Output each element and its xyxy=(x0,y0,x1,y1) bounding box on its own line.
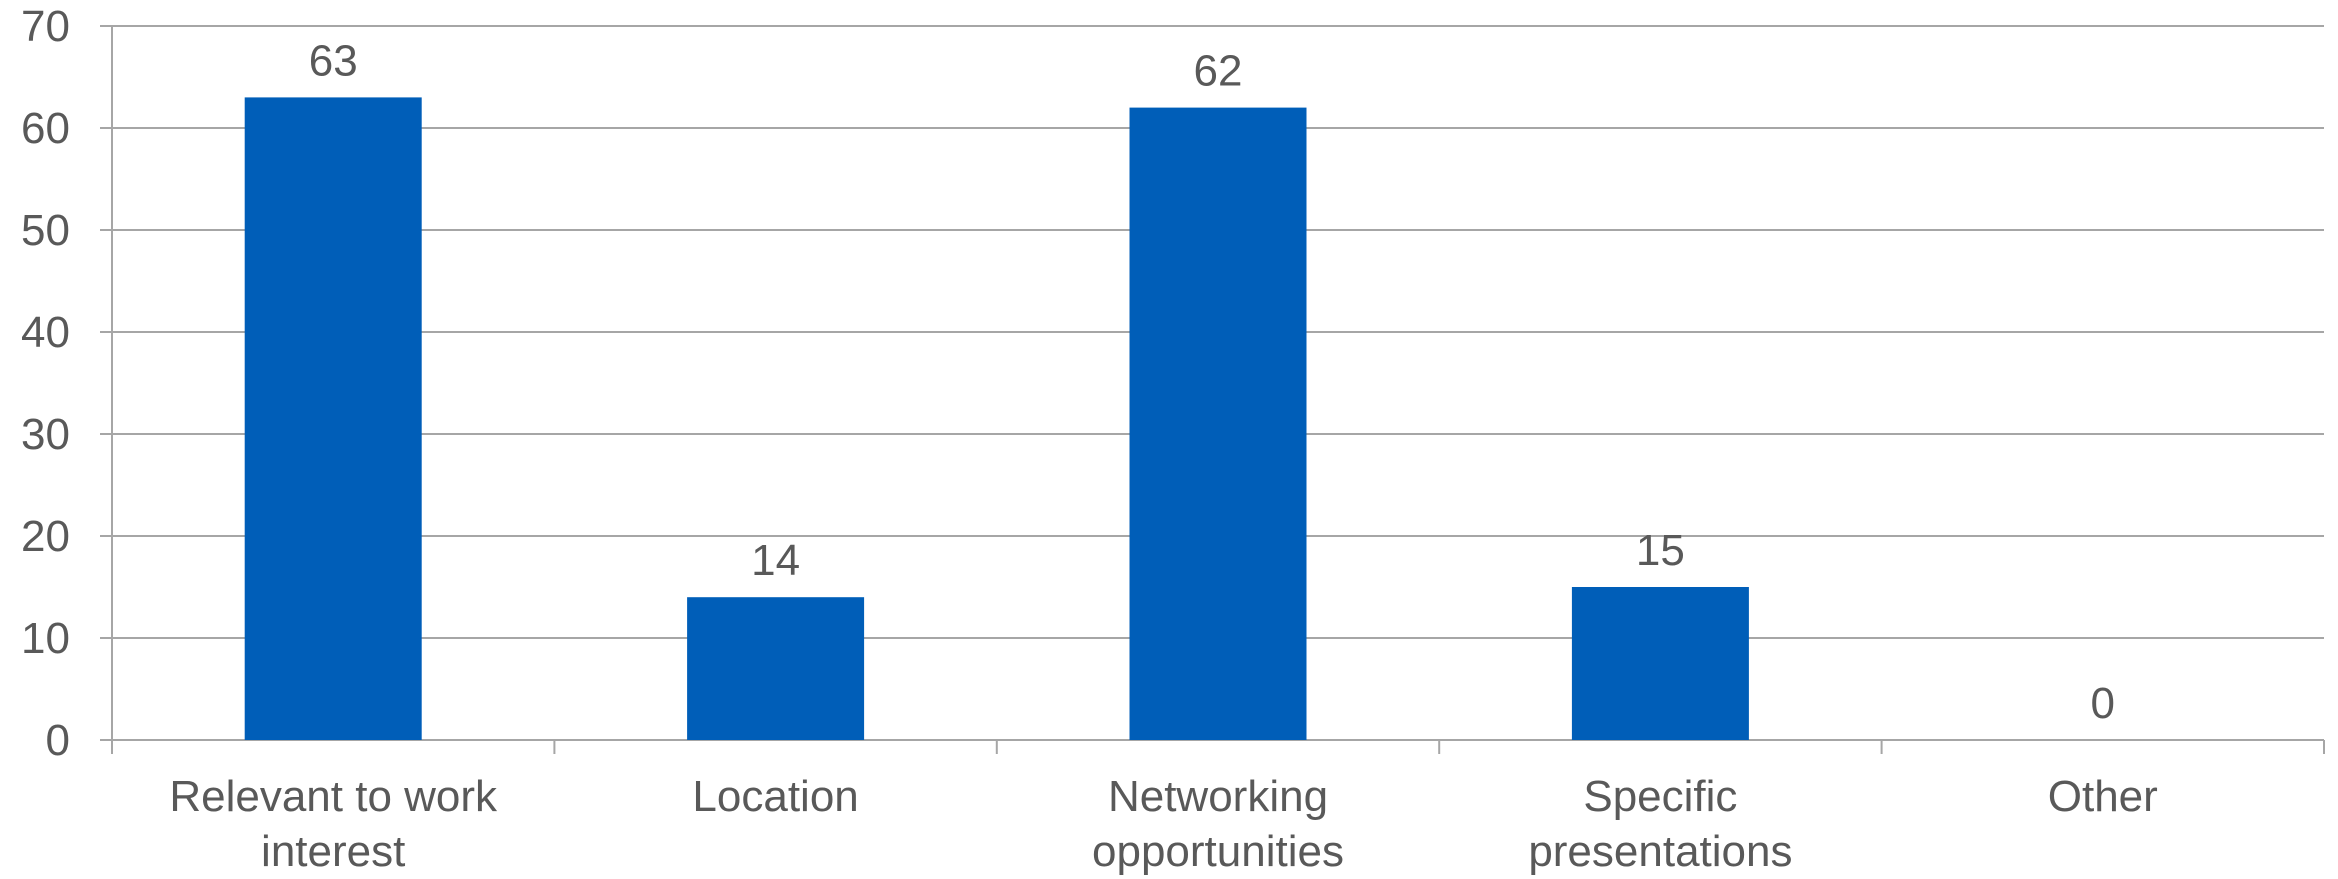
y-tick-label: 20 xyxy=(21,512,70,561)
bar-4 xyxy=(1571,587,1749,740)
category-label: Relevant to work interest xyxy=(169,772,498,876)
data-label: 14 xyxy=(751,536,800,585)
category-label: Location xyxy=(692,772,858,821)
y-tick-label: 60 xyxy=(21,104,70,153)
category-label: Networking opportunities xyxy=(1092,772,1344,876)
y-tick-label: 70 xyxy=(21,2,70,51)
data-label: 15 xyxy=(1636,526,1685,575)
bar-1 xyxy=(244,97,422,740)
data-label: 63 xyxy=(309,36,358,85)
y-tick-label: 10 xyxy=(21,614,70,663)
labels: 0 10 20 30 40 50 60 70 63 Relevant to work interes… xyxy=(21,2,2158,876)
bar-3 xyxy=(1129,107,1307,741)
category-label: Other xyxy=(2048,772,2158,821)
data-label: 0 xyxy=(2091,679,2115,728)
y-tick-label: 40 xyxy=(21,308,70,357)
bars xyxy=(244,97,1749,741)
y-tick-label: 30 xyxy=(21,410,70,459)
data-label: 62 xyxy=(1194,47,1243,96)
category-label: Specific presentations xyxy=(1528,772,1792,876)
bar-2 xyxy=(687,597,865,740)
y-tick-label: 0 xyxy=(46,716,70,765)
y-tick-label: 50 xyxy=(21,206,70,255)
